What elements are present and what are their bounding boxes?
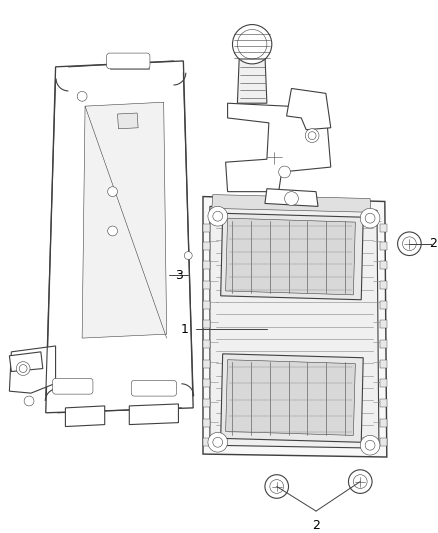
Polygon shape (265, 189, 318, 206)
Bar (203, 261, 210, 269)
Bar (380, 340, 387, 348)
Bar (380, 281, 387, 289)
Circle shape (308, 132, 316, 140)
Circle shape (208, 206, 228, 226)
Bar (203, 379, 210, 387)
Circle shape (360, 208, 380, 228)
Bar (203, 301, 210, 309)
Polygon shape (226, 103, 331, 192)
Circle shape (270, 480, 283, 494)
Bar (203, 340, 210, 348)
Circle shape (77, 91, 87, 101)
Circle shape (16, 362, 30, 375)
Circle shape (108, 226, 117, 236)
Polygon shape (286, 88, 331, 130)
Bar (203, 360, 210, 368)
Circle shape (279, 166, 290, 178)
Bar (203, 281, 210, 289)
Bar (380, 399, 387, 407)
Bar (203, 242, 210, 249)
Polygon shape (221, 354, 363, 442)
Bar (380, 224, 387, 232)
Bar (380, 379, 387, 387)
Bar (203, 224, 210, 232)
Polygon shape (237, 54, 267, 103)
FancyBboxPatch shape (131, 381, 177, 396)
Circle shape (305, 129, 319, 142)
Circle shape (353, 475, 367, 488)
Polygon shape (203, 197, 387, 457)
Polygon shape (226, 360, 355, 435)
Bar (380, 242, 387, 249)
Circle shape (184, 252, 192, 260)
Polygon shape (65, 406, 105, 426)
Circle shape (398, 232, 421, 255)
FancyBboxPatch shape (53, 378, 93, 394)
Polygon shape (117, 113, 138, 129)
Bar (380, 438, 387, 446)
Bar (380, 419, 387, 426)
Polygon shape (46, 61, 193, 413)
Polygon shape (226, 218, 355, 295)
Bar (203, 320, 210, 328)
Bar (380, 301, 387, 309)
Circle shape (19, 365, 27, 373)
Bar (203, 438, 210, 446)
Circle shape (403, 237, 416, 251)
Circle shape (213, 211, 223, 221)
Polygon shape (129, 404, 178, 425)
Bar (203, 399, 210, 407)
Bar (380, 320, 387, 328)
Circle shape (237, 29, 267, 59)
Circle shape (24, 396, 34, 406)
Polygon shape (9, 346, 56, 393)
FancyBboxPatch shape (107, 53, 150, 69)
Polygon shape (82, 102, 166, 338)
Circle shape (108, 187, 117, 197)
Circle shape (349, 470, 372, 494)
Circle shape (365, 440, 375, 450)
Text: 3: 3 (176, 269, 184, 282)
Bar (110, 59, 149, 69)
Polygon shape (212, 195, 371, 212)
Circle shape (365, 213, 375, 223)
Text: 2: 2 (312, 519, 320, 532)
Circle shape (285, 192, 298, 205)
Text: 1: 1 (180, 323, 188, 336)
Circle shape (208, 432, 228, 452)
Text: 2: 2 (429, 237, 437, 250)
Polygon shape (221, 213, 363, 300)
Polygon shape (9, 352, 43, 372)
Circle shape (213, 438, 223, 447)
Polygon shape (210, 206, 379, 448)
Circle shape (360, 435, 380, 455)
Bar (380, 261, 387, 269)
Circle shape (265, 475, 289, 498)
Bar (203, 419, 210, 426)
Circle shape (233, 25, 272, 64)
Bar (380, 360, 387, 368)
